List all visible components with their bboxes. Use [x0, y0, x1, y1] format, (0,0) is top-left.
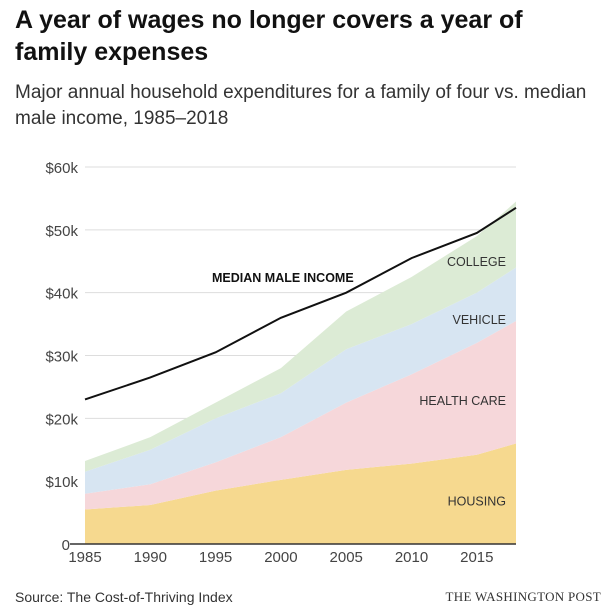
x-tick-label: 2000: [264, 549, 297, 566]
y-tick-label: $60k: [45, 160, 78, 177]
area-housing: [85, 443, 516, 544]
series-label: COLLEGE: [447, 255, 506, 269]
y-tick-label: $10k: [45, 474, 78, 491]
x-tick-label: 2010: [395, 549, 428, 566]
series-label: VEHICLE: [453, 313, 507, 327]
area-health-care: [85, 320, 516, 510]
chart-subtitle: Major annual household expenditures for …: [15, 82, 587, 129]
x-tick-label: 2005: [330, 549, 363, 566]
area-vehicle: [85, 267, 516, 494]
source-note: Source: The Cost-of-Thriving Index: [15, 589, 233, 605]
line-label: MEDIAN MALE INCOME: [212, 271, 354, 285]
series-label: HEALTH CARE: [419, 394, 506, 408]
chart-title: A year of wages no longer covers a year …: [15, 6, 523, 66]
x-tick-label: 1985: [68, 549, 101, 566]
y-tick-label: $20k: [45, 411, 78, 428]
x-tick-label: 1990: [134, 549, 167, 566]
x-tick-label: 2015: [460, 549, 493, 566]
median-income-line: [84, 207, 517, 401]
y-tick-label: $50k: [45, 223, 78, 240]
y-tick-label: 0: [62, 537, 70, 554]
x-tick-label: 1995: [199, 549, 232, 566]
series-label: HOUSING: [448, 494, 506, 508]
y-tick-label: $40k: [45, 286, 78, 303]
y-tick-label: $30k: [45, 349, 78, 366]
publisher-credit: THE WASHINGTON POST: [445, 589, 601, 604]
